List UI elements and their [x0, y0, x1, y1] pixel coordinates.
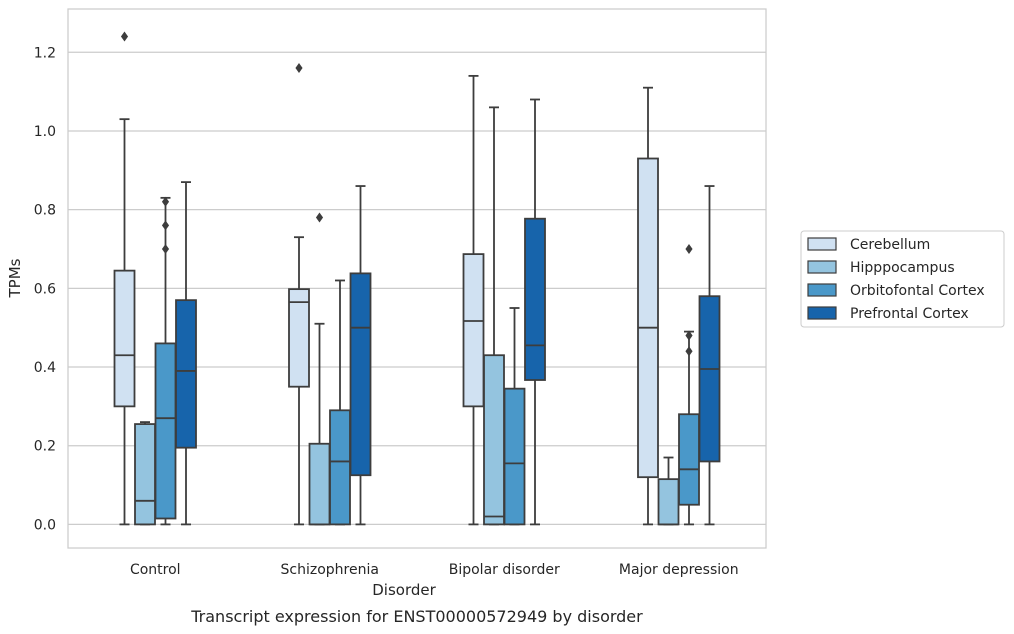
box-body — [462, 253, 485, 408]
x-tick-label: Bipolar disorder — [449, 562, 560, 578]
y-tick-label: 0.6 — [34, 281, 56, 297]
outlier-point — [295, 62, 303, 74]
box-body — [349, 272, 372, 477]
outlier-point — [685, 346, 693, 357]
box-cerebellum — [288, 62, 310, 526]
legend-label: Prefrontal Cortex — [850, 306, 969, 322]
y-tick-label: 0.2 — [34, 439, 56, 455]
box-prefrontal-cortex — [349, 185, 372, 526]
legend-swatch — [807, 237, 837, 251]
box-orbitofontal-cortex — [678, 243, 700, 526]
box-body — [503, 387, 526, 526]
box-body — [637, 157, 659, 479]
outlier-point — [161, 220, 170, 231]
box-body — [154, 342, 177, 520]
box-orbitofontal-cortex — [503, 307, 526, 526]
y-tick-label: 1.2 — [34, 45, 56, 61]
plot-frame — [67, 8, 767, 549]
box-prefrontal-cortex — [175, 181, 197, 526]
box-prefrontal-cortex — [524, 98, 546, 526]
box-body — [678, 413, 700, 506]
y-tick-labels: 0.0 0.2 0.4 0.6 0.8 1.0 1.2 — [34, 45, 56, 533]
legend-label: Hipppocampus — [850, 260, 955, 276]
legend-label: Orbitofontal Cortex — [850, 283, 985, 299]
x-tick-labels: Control Schizophrenia Bipolar disorder Majo… — [130, 562, 739, 578]
y-tick-label: 1.0 — [34, 124, 56, 140]
box-cerebellum — [113, 31, 136, 526]
box-body — [329, 409, 351, 526]
x-tick-label: Major depression — [619, 562, 739, 578]
legend-frame — [800, 230, 1005, 328]
box-hipppocampus — [657, 456, 680, 526]
box-body — [483, 354, 505, 526]
legend-swatch — [807, 283, 837, 297]
box-orbitofontal-cortex — [154, 196, 177, 526]
outlier-point — [161, 196, 170, 207]
x-tick-label: Schizophrenia — [281, 562, 379, 578]
box-body — [134, 423, 156, 526]
box-body — [308, 442, 331, 526]
box-body — [524, 217, 546, 381]
legend-swatch — [807, 306, 837, 320]
outlier-point — [120, 31, 129, 42]
box-cerebellum — [462, 74, 485, 526]
outlier-point — [685, 330, 693, 341]
box-body — [657, 478, 680, 526]
x-axis-label: Disorder — [372, 581, 436, 599]
legend: Cerebellum Hipppocampus Orbitofontal Corte… — [800, 230, 1005, 328]
legend-swatch — [807, 260, 837, 274]
box-body — [288, 288, 310, 388]
y-axis-label: TPMs — [6, 258, 24, 298]
box-body — [175, 299, 197, 449]
outlier-point — [315, 212, 324, 223]
boxes — [113, 31, 721, 526]
box-cerebellum — [637, 86, 659, 526]
legend-label: Cerebellum — [850, 237, 930, 253]
y-tick-label: 0.4 — [34, 360, 56, 376]
chart-caption: Transcript expression for ENST0000057294… — [190, 607, 643, 626]
x-tick-label: Control — [130, 562, 181, 578]
box-body — [698, 295, 721, 463]
box-prefrontal-cortex — [698, 185, 721, 526]
outlier-point — [685, 243, 693, 255]
outlier-point — [161, 243, 170, 255]
y-tick-label: 0.8 — [34, 203, 56, 219]
box-hipppocampus — [134, 421, 156, 526]
box-body — [113, 269, 136, 408]
y-tick-label: 0.0 — [34, 517, 56, 533]
